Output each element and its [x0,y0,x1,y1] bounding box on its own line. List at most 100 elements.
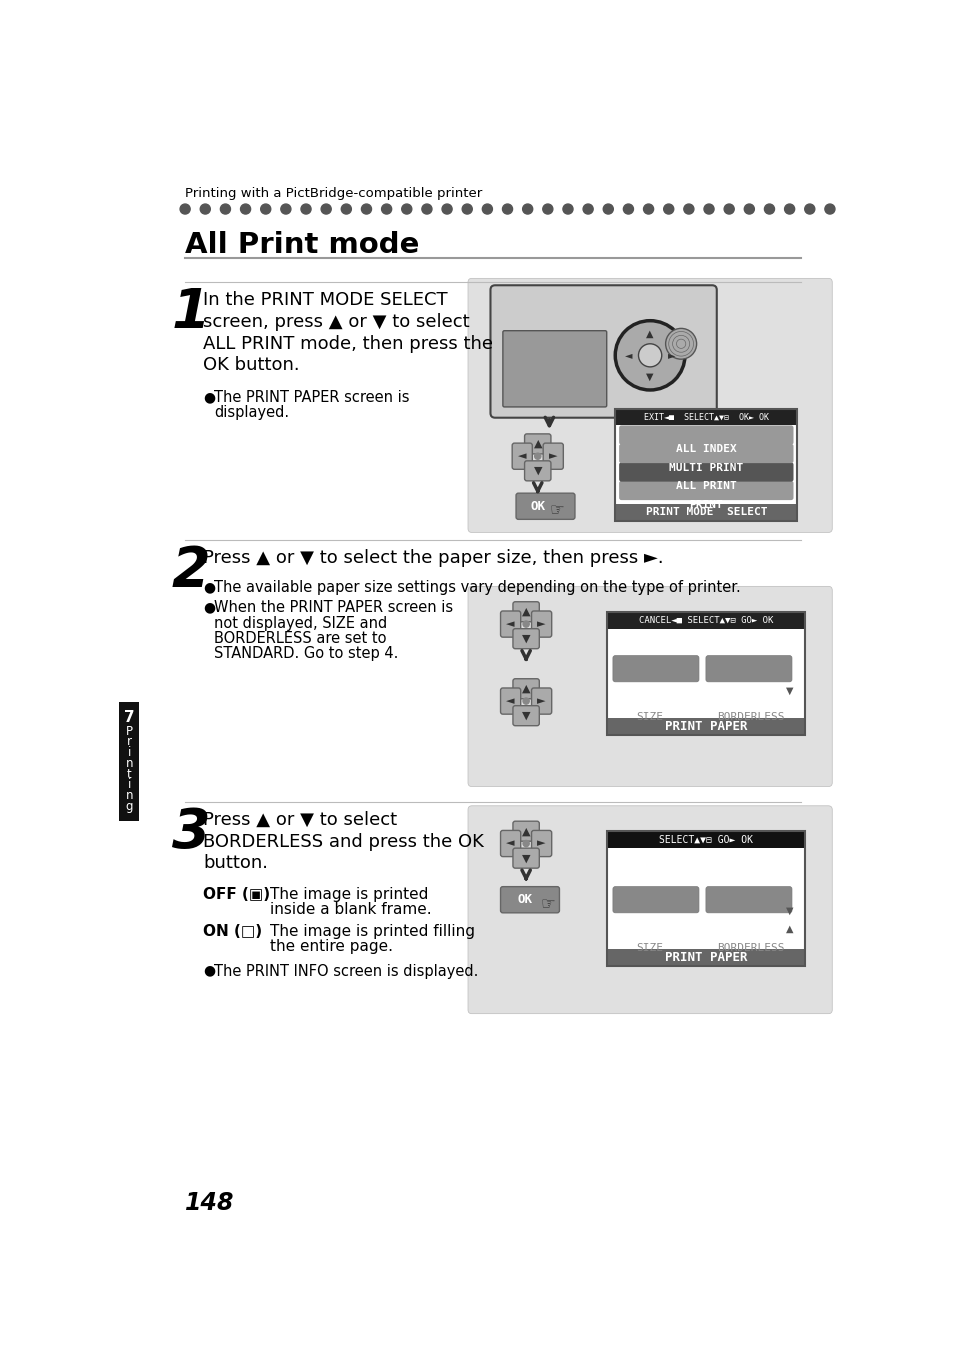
Text: ►: ► [537,619,545,630]
Text: ▼: ▼ [521,711,530,721]
Text: r: r [127,735,132,748]
Text: ☞: ☞ [539,896,555,913]
Text: ▲: ▲ [533,438,541,449]
FancyBboxPatch shape [513,848,538,868]
Circle shape [663,204,673,214]
FancyBboxPatch shape [531,611,551,638]
Text: ►: ► [548,452,557,461]
FancyBboxPatch shape [490,285,716,418]
Circle shape [703,204,713,214]
Circle shape [522,622,529,627]
Text: PRINT PAPER: PRINT PAPER [664,951,747,963]
Text: 2: 2 [172,544,211,598]
Text: OFF (▣): OFF (▣) [203,886,270,901]
Circle shape [542,204,553,214]
FancyBboxPatch shape [513,821,538,841]
Circle shape [638,343,661,366]
FancyBboxPatch shape [524,434,550,453]
FancyBboxPatch shape [513,628,538,649]
Circle shape [321,204,331,214]
Text: screen, press ▲ or ▼ to select: screen, press ▲ or ▼ to select [203,313,469,331]
FancyBboxPatch shape [468,586,831,787]
FancyBboxPatch shape [531,688,551,714]
Bar [607,718,804,735]
FancyBboxPatch shape [531,830,551,856]
Circle shape [401,204,412,214]
Text: ▼: ▼ [521,854,530,863]
Text: CANCEL◄■ SELECT▲▼⊟ GO► OK: CANCEL◄■ SELECT▲▼⊟ GO► OK [639,616,773,624]
Circle shape [341,204,351,214]
FancyBboxPatch shape [502,331,606,407]
Text: ▼: ▼ [533,465,541,476]
Text: inside a blank frame.: inside a blank frame. [270,902,432,917]
Text: The PRINT PAPER screen is: The PRINT PAPER screen is [213,389,409,404]
Text: ALL PRINT: ALL PRINT [676,482,736,491]
Text: ▤ STANDARD: ▤ STANDARD [717,916,779,927]
FancyBboxPatch shape [612,886,699,913]
Text: ◄: ◄ [506,619,515,630]
Circle shape [562,204,573,214]
Text: i: i [128,746,131,759]
Circle shape [381,204,392,214]
Circle shape [482,204,492,214]
Circle shape [783,204,794,214]
Circle shape [421,204,432,214]
Circle shape [522,697,529,704]
Text: 3: 3 [172,806,211,860]
FancyBboxPatch shape [516,493,575,520]
Text: ▼: ▼ [521,634,530,643]
Text: BORDERLESS: BORDERLESS [717,943,783,953]
Circle shape [665,328,696,360]
FancyBboxPatch shape [500,830,520,856]
Text: not displayed, SIZE and: not displayed, SIZE and [213,616,387,631]
Text: n: n [126,757,132,769]
Text: ►: ► [667,350,675,361]
Text: In the PRINT MODE SELECT: In the PRINT MODE SELECT [203,292,447,309]
Text: i: i [128,779,131,791]
Text: ◄: ◄ [624,350,632,361]
Text: SIZE: SIZE [636,943,663,953]
Text: 148: 148 [185,1191,234,1215]
Text: ALL INDEX: ALL INDEX [676,444,736,455]
FancyBboxPatch shape [618,463,793,482]
Text: ▤ STANDARD: ▤ STANDARD [717,685,779,695]
Text: 1: 1 [172,286,211,341]
Bar [119,702,139,821]
Bar [607,832,804,966]
Text: ►: ► [537,696,545,706]
Text: displayed.: displayed. [213,406,289,421]
Circle shape [280,204,291,214]
Text: ●: ● [203,581,214,594]
FancyBboxPatch shape [705,886,791,913]
Circle shape [534,453,540,459]
Text: The image is printed: The image is printed [270,886,428,901]
FancyBboxPatch shape [705,655,791,681]
Text: ON (□): ON (□) [203,924,262,939]
Text: SIZE: SIZE [636,712,663,722]
Text: ●: ● [203,389,214,404]
Text: When the PRINT PAPER screen is: When the PRINT PAPER screen is [213,600,453,615]
Bar [615,410,797,521]
Circle shape [622,204,633,214]
FancyBboxPatch shape [500,688,520,714]
Text: The image is printed filling: The image is printed filling [270,924,475,939]
Circle shape [200,204,210,214]
Text: ▲: ▲ [785,924,793,934]
FancyBboxPatch shape [612,655,699,681]
Circle shape [743,204,754,214]
Text: ◄: ◄ [506,696,515,706]
Bar [607,612,804,735]
Text: P: P [126,725,132,738]
Text: ☞: ☞ [549,502,564,520]
Text: ▼: ▼ [785,905,793,916]
Circle shape [763,204,774,214]
FancyBboxPatch shape [542,444,562,470]
FancyBboxPatch shape [618,480,793,501]
FancyBboxPatch shape [468,806,831,1014]
Text: ▲: ▲ [521,826,530,836]
FancyBboxPatch shape [618,425,793,445]
Bar [615,410,797,425]
Circle shape [361,204,371,214]
FancyBboxPatch shape [468,278,831,532]
Text: EXIT◄■  SELECT▲▼⊟  OK► OK: EXIT◄■ SELECT▲▼⊟ OK► OK [643,413,768,422]
